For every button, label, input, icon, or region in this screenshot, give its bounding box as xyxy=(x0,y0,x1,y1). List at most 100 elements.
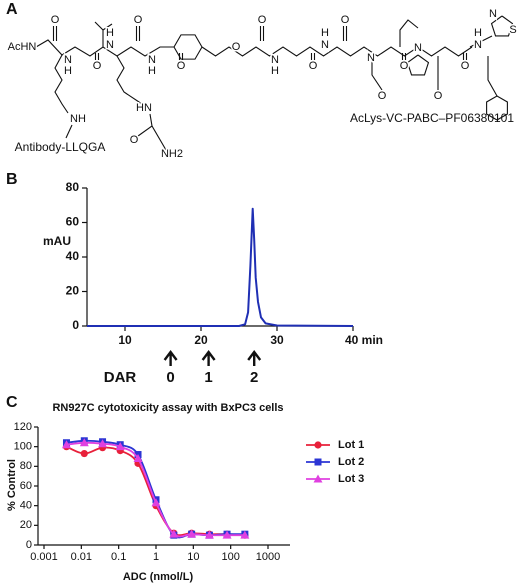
atom-label: H xyxy=(474,27,482,39)
y-tick-label: 0 xyxy=(72,318,79,332)
bond xyxy=(102,23,113,31)
legend-marker xyxy=(313,474,323,483)
atom-label: O xyxy=(134,14,143,26)
ring xyxy=(490,15,514,37)
annotation-label: DAR xyxy=(104,369,137,386)
atom-label: NH2 xyxy=(161,148,183,160)
y-tick-label: 40 xyxy=(20,500,32,512)
ring xyxy=(406,54,430,76)
ring xyxy=(486,95,508,121)
double-bond xyxy=(401,53,407,60)
bond xyxy=(201,46,473,57)
marker xyxy=(98,439,108,448)
atom-label: H xyxy=(136,102,144,114)
bond xyxy=(469,35,493,48)
marker xyxy=(115,442,125,451)
annotation-marker-label: 2 xyxy=(250,369,258,386)
atom-label: O xyxy=(177,60,186,72)
compound-name: AcLys-VC-PABC–PF06380101 xyxy=(350,111,514,125)
double-bond xyxy=(259,26,265,41)
double-bond xyxy=(135,26,141,41)
fit-curve xyxy=(66,439,245,539)
panel-label: B xyxy=(6,171,18,188)
atom-label: O xyxy=(378,90,387,102)
x-tick-label: 40 min xyxy=(345,333,383,347)
atom-label: N xyxy=(367,52,375,64)
atom-label: H xyxy=(271,65,279,77)
double-bond xyxy=(310,53,316,60)
atom-label: O xyxy=(434,90,443,102)
atom-label: O xyxy=(341,14,350,26)
bond xyxy=(65,124,73,139)
ring xyxy=(173,34,203,60)
panel-label: C xyxy=(6,394,18,411)
atom-label: O xyxy=(51,14,60,26)
atom-label: N xyxy=(474,39,482,51)
double-bond xyxy=(94,53,100,60)
atom-label: O xyxy=(400,60,409,72)
x-tick-label: 30 xyxy=(270,333,284,347)
marker xyxy=(61,440,71,449)
atom-label: O xyxy=(232,41,241,53)
atom-label: O xyxy=(130,134,139,146)
arrow xyxy=(247,350,262,366)
y-axis-label: mAU xyxy=(43,234,71,248)
atom-label: N xyxy=(64,54,72,66)
x-tick-label: 0.01 xyxy=(71,551,92,563)
marker xyxy=(169,529,179,538)
marker xyxy=(80,449,88,458)
atom-label: AcHN xyxy=(8,41,37,53)
arrow xyxy=(201,350,216,366)
fit-curve xyxy=(66,441,245,538)
atom-label: H xyxy=(321,27,329,39)
bond xyxy=(487,56,498,97)
y-tick-label: 80 xyxy=(20,460,32,472)
double-bond xyxy=(342,26,348,41)
atom-label: S xyxy=(509,24,516,36)
legend-marker xyxy=(314,458,322,466)
y-tick-label: 120 xyxy=(14,421,32,433)
bond xyxy=(399,19,419,47)
annotation-marker-label: 1 xyxy=(204,369,212,386)
y-tick-label: 80 xyxy=(66,180,80,194)
atom-label: H xyxy=(106,27,114,39)
y-tick-label: 20 xyxy=(66,284,80,298)
marker xyxy=(79,438,89,447)
bond xyxy=(137,113,153,137)
x-tick-label: 0.001 xyxy=(30,551,58,563)
atom-label: H xyxy=(148,65,156,77)
arrow xyxy=(163,350,178,366)
double-bond xyxy=(52,26,58,41)
atom-label: O xyxy=(461,60,470,72)
legend-marker xyxy=(314,441,322,449)
y-tick-label: 40 xyxy=(66,249,80,263)
legend-label: Lot 1 xyxy=(338,439,364,451)
bond xyxy=(94,21,104,47)
atom-label: N xyxy=(144,102,152,114)
x-tick-label: 20 xyxy=(194,333,208,347)
x-tick-label: 1000 xyxy=(256,551,280,563)
x-tick-label: 1 xyxy=(153,551,159,563)
bond xyxy=(371,60,383,91)
x-tick-label: 100 xyxy=(221,551,239,563)
legend-label: Lot 2 xyxy=(338,456,364,468)
chromatogram-line xyxy=(87,207,354,327)
bond xyxy=(151,125,167,151)
panel-label: A xyxy=(6,1,18,18)
atom-label: N xyxy=(148,54,156,66)
double-bond xyxy=(462,53,468,60)
bond xyxy=(116,55,143,105)
double-bond xyxy=(178,53,184,60)
marker xyxy=(133,453,143,462)
y-tick-label: 60 xyxy=(66,215,80,229)
marker xyxy=(240,530,250,539)
y-tick-label: 60 xyxy=(20,480,32,492)
x-tick-label: 0.1 xyxy=(111,551,126,563)
y-axis-label: % Control xyxy=(6,459,18,511)
atom-label: N xyxy=(321,39,329,51)
fit-curve xyxy=(66,445,245,537)
marker xyxy=(187,529,197,538)
legend-label: Lot 3 xyxy=(338,473,364,485)
annotation-marker-label: 0 xyxy=(166,369,174,386)
y-tick-label: 0 xyxy=(26,539,32,551)
